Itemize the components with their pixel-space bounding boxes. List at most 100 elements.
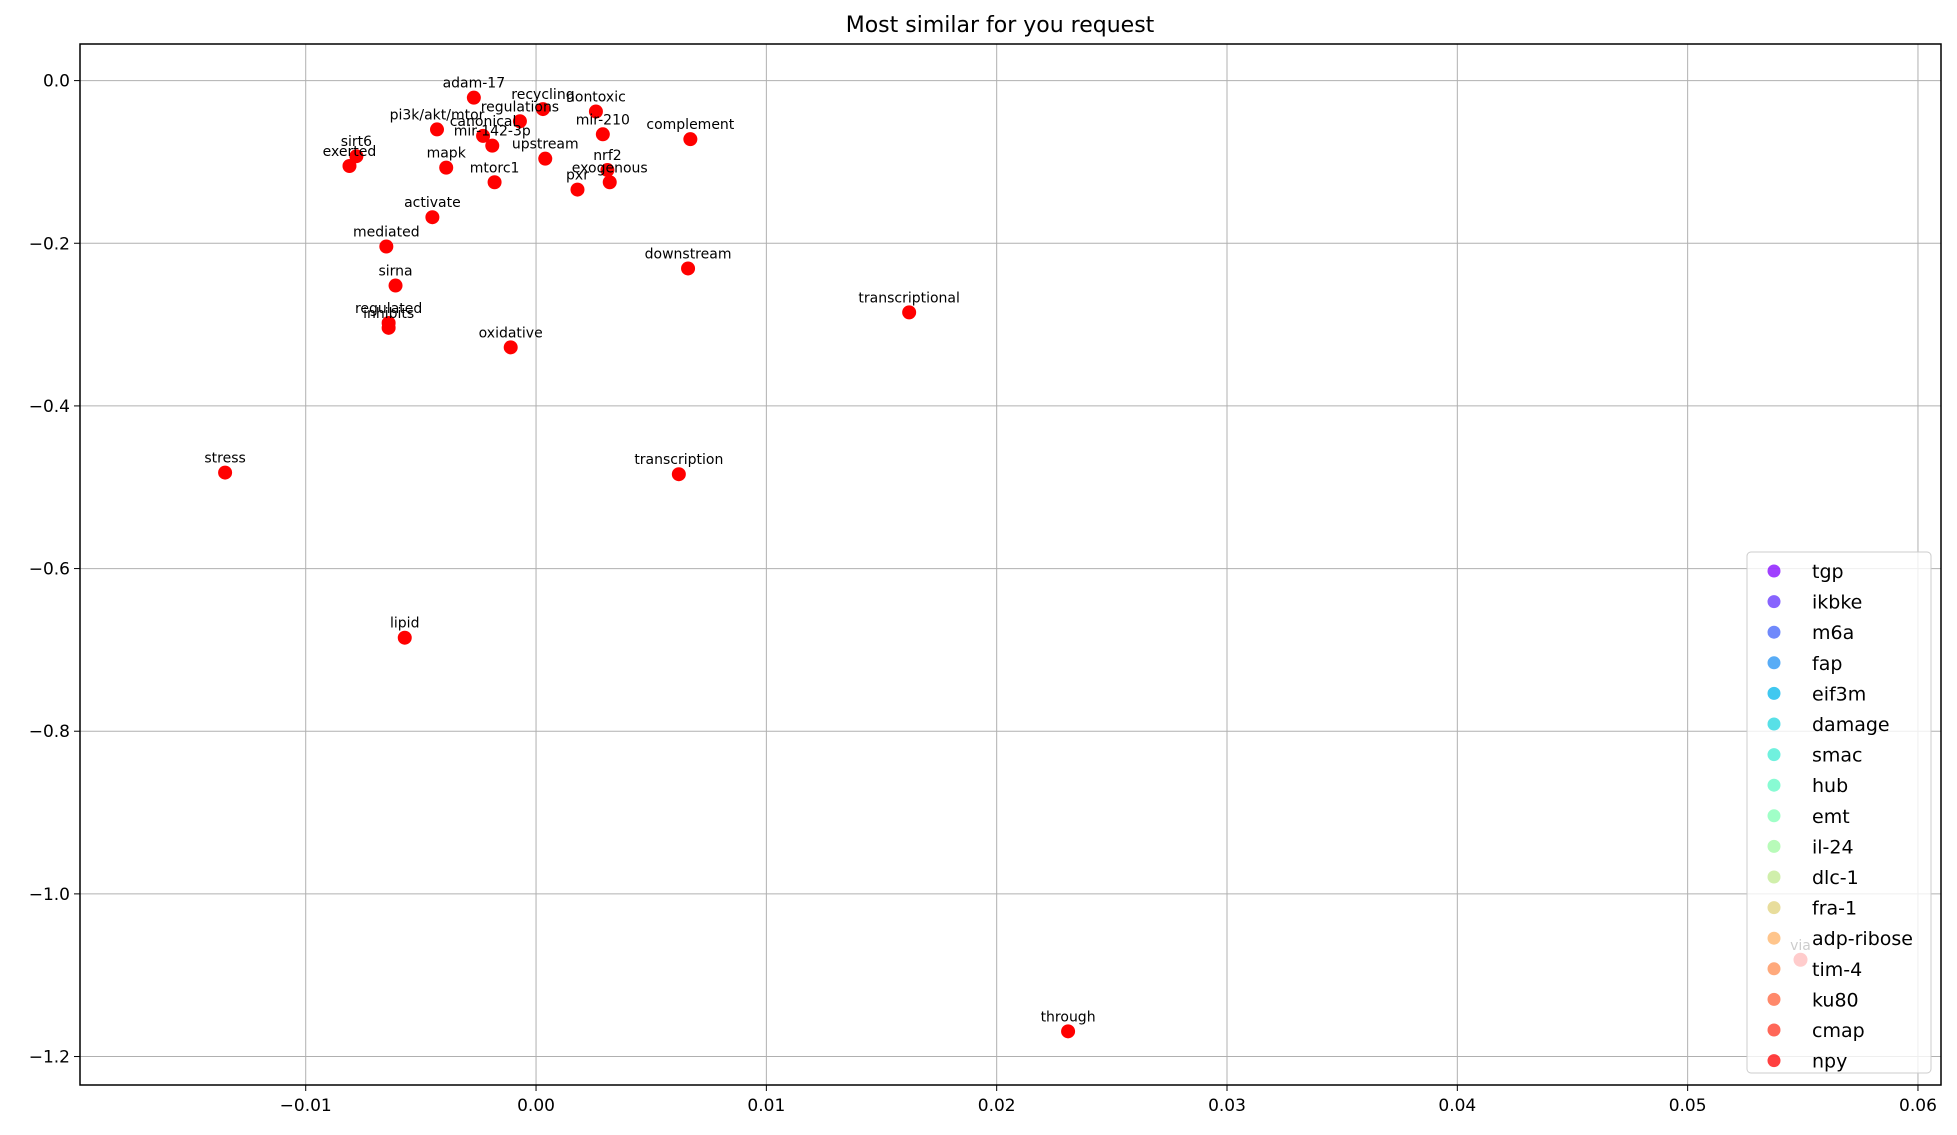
legend-marker <box>1767 748 1781 762</box>
data-point-label: transcription <box>634 452 723 468</box>
legend-label: m6a <box>1812 622 1854 644</box>
legend-marker <box>1767 809 1781 823</box>
legend-label: smac <box>1812 745 1863 767</box>
legend-label: il-24 <box>1812 836 1854 858</box>
data-point-label: transcriptional <box>858 290 960 306</box>
data-point <box>349 149 364 164</box>
legend-label: fap <box>1812 653 1842 675</box>
legend: tgp ikbke m6a fap eif3m damage smac hub emt il-24… <box>1746 551 1932 1074</box>
data-point-label: nrf2 <box>593 148 621 164</box>
y-tick-label: 0.0 <box>43 72 70 92</box>
legend-box <box>1746 551 1932 1074</box>
legend-marker <box>1767 901 1781 915</box>
data-point-label: mir-210 <box>576 112 630 128</box>
y-tick-label: −0.4 <box>29 397 70 417</box>
legend-label: ikbke <box>1812 592 1862 614</box>
data-point <box>388 278 403 293</box>
legend-label: cmap <box>1812 1020 1865 1042</box>
data-point-label: sirt6 <box>341 134 372 150</box>
legend-label: hub <box>1812 775 1848 797</box>
data-point <box>476 128 491 143</box>
legend-label: emt <box>1812 806 1850 828</box>
data-point-label: mapk <box>427 146 467 162</box>
legend-marker <box>1767 1023 1781 1037</box>
legend-marker <box>1767 962 1781 976</box>
data-point <box>342 158 357 173</box>
legend-marker <box>1767 839 1781 853</box>
data-point-label: adam-17 <box>443 76 506 92</box>
x-tick-label: −0.01 <box>280 1096 332 1116</box>
data-point-label: upstream <box>512 137 579 153</box>
data-point <box>595 127 610 142</box>
data-point <box>535 102 550 117</box>
legend-label: damage <box>1812 714 1890 736</box>
legend-label: tgp <box>1812 561 1844 583</box>
x-tick-label: 0.01 <box>747 1096 785 1116</box>
legend-label: npy <box>1812 1051 1847 1073</box>
data-point-label: pxr <box>566 168 589 184</box>
data-point <box>379 239 394 254</box>
legend-label: ku80 <box>1812 989 1859 1011</box>
data-point <box>381 320 396 335</box>
data-point-label: sirna <box>378 264 412 280</box>
legend-marker <box>1767 931 1781 945</box>
x-tick-label: 0.02 <box>978 1096 1016 1116</box>
data-point-label: exogenous <box>572 160 648 176</box>
data-point <box>397 630 412 645</box>
y-tick-label: −1.2 <box>29 1048 70 1068</box>
data-point <box>485 138 500 153</box>
data-point <box>902 305 917 320</box>
data-point <box>425 210 440 225</box>
data-point-label: stress <box>204 451 245 467</box>
legend-marker <box>1767 595 1781 609</box>
data-point <box>512 114 527 129</box>
legend-label: tim-4 <box>1812 959 1862 981</box>
data-point <box>683 132 698 147</box>
data-point <box>503 340 518 355</box>
legend-marker <box>1767 870 1781 884</box>
data-point <box>538 151 553 166</box>
x-tick-label: 0.00 <box>517 1096 555 1116</box>
data-point-label: nontoxic <box>566 90 626 106</box>
y-tick-label: −1.0 <box>29 885 70 905</box>
x-axis-ticks: −0.01 0.00 0.01 0.02 0.03 0.04 0.05 0.06 <box>280 1085 1937 1116</box>
data-point-label: activate <box>404 195 461 211</box>
data-point-label: recycling <box>511 87 574 103</box>
data-point <box>439 160 454 175</box>
legend-marker <box>1767 717 1781 731</box>
chart-title: Most similar for you request <box>846 13 1155 38</box>
data-point <box>487 175 502 190</box>
legend-label: dlc-1 <box>1812 867 1859 889</box>
data-points <box>218 90 1076 1039</box>
data-point-label: regulations <box>481 99 559 115</box>
legend-label: eif3m <box>1812 683 1866 705</box>
data-point-label: pi3k/akt/mtor <box>390 107 485 123</box>
x-tick-label: 0.06 <box>1899 1096 1937 1116</box>
data-point-label: oxidative <box>479 325 543 341</box>
data-point-label: mediated <box>353 225 420 241</box>
data-point <box>570 182 585 197</box>
data-point-label: downstream <box>645 246 732 262</box>
data-point-label: inhibits <box>363 306 414 322</box>
legend-marker <box>1767 992 1781 1006</box>
legend-marker <box>1767 1054 1781 1068</box>
data-point-label: mtorc1 <box>470 160 520 176</box>
data-point <box>602 175 617 190</box>
x-tick-label: 0.04 <box>1438 1096 1476 1116</box>
y-axis-ticks: 0.0 −0.2 −0.4 −0.6 −0.8 −1.0 −1.2 <box>29 72 80 1068</box>
data-point-label: canonical <box>450 114 517 130</box>
plot-area-frame <box>79 43 1942 1086</box>
y-tick-label: −0.6 <box>29 560 70 580</box>
data-point <box>671 467 686 482</box>
data-point <box>681 261 696 276</box>
x-tick-label: 0.03 <box>1208 1096 1246 1116</box>
y-tick-label: −0.8 <box>29 722 70 742</box>
data-point <box>1061 1024 1076 1039</box>
data-point-label: exerted <box>323 144 377 160</box>
legend-marker <box>1767 656 1781 670</box>
data-point-label: complement <box>646 117 734 133</box>
legend-marker <box>1767 625 1781 639</box>
